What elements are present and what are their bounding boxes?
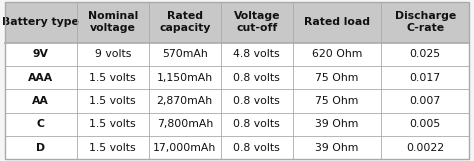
Text: 1.5 volts: 1.5 volts [90, 73, 136, 83]
Text: 75 Ohm: 75 Ohm [315, 96, 358, 106]
Text: 0.8 volts: 0.8 volts [233, 96, 280, 106]
Text: 1.5 volts: 1.5 volts [90, 143, 136, 153]
Text: 9 volts: 9 volts [94, 49, 131, 59]
Text: 39 Ohm: 39 Ohm [315, 119, 358, 129]
Text: Nominal
voltage: Nominal voltage [88, 11, 138, 33]
Text: 1.5 volts: 1.5 volts [90, 119, 136, 129]
Bar [5, 2, 469, 43]
Text: 0.0022: 0.0022 [406, 143, 444, 153]
Text: 0.8 volts: 0.8 volts [233, 143, 280, 153]
Bar [5, 113, 469, 136]
Text: 4.8 volts: 4.8 volts [233, 49, 280, 59]
Bar [5, 43, 469, 66]
Text: Rated
capacity: Rated capacity [159, 11, 210, 33]
Text: AAA: AAA [28, 73, 53, 83]
Text: 0.8 volts: 0.8 volts [233, 73, 280, 83]
Text: 1.5 volts: 1.5 volts [90, 96, 136, 106]
Text: 75 Ohm: 75 Ohm [315, 73, 358, 83]
Text: 570mAh: 570mAh [162, 49, 208, 59]
Text: 620 Ohm: 620 Ohm [312, 49, 362, 59]
Text: Rated load: Rated load [304, 17, 370, 27]
Text: 0.007: 0.007 [410, 96, 441, 106]
Text: C: C [37, 119, 45, 129]
Text: AA: AA [32, 96, 49, 106]
Text: 17,000mAh: 17,000mAh [153, 143, 216, 153]
Text: 7,800mAh: 7,800mAh [156, 119, 213, 129]
Text: Battery type: Battery type [2, 17, 79, 27]
Text: 0.025: 0.025 [410, 49, 441, 59]
Bar [5, 89, 469, 113]
Text: 9V: 9V [33, 49, 49, 59]
Text: 0.005: 0.005 [410, 119, 441, 129]
Text: 1,150mAh: 1,150mAh [157, 73, 213, 83]
Bar [5, 136, 469, 159]
Text: Voltage
cut-off: Voltage cut-off [234, 11, 280, 33]
Text: 0.017: 0.017 [410, 73, 441, 83]
Text: D: D [36, 143, 46, 153]
Text: 0.8 volts: 0.8 volts [233, 119, 280, 129]
Text: 39 Ohm: 39 Ohm [315, 143, 358, 153]
Text: Discharge
C-rate: Discharge C-rate [394, 11, 456, 33]
Text: 2,870mAh: 2,870mAh [157, 96, 213, 106]
Bar [5, 66, 469, 89]
